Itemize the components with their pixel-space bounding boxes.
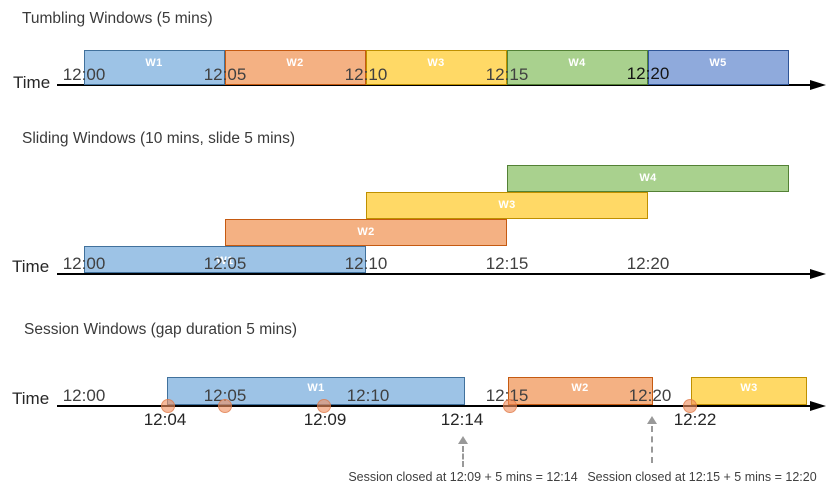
- tumbling-time-label: Time: [13, 73, 51, 92]
- tick-label: 12:00: [62, 65, 106, 84]
- window-label: W4: [639, 172, 657, 184]
- tick-label: 12:05: [203, 65, 247, 84]
- window-label: W3: [498, 199, 516, 211]
- session-timeline: [57, 405, 812, 407]
- tick-label: 12:10: [346, 386, 390, 405]
- window-label: W2: [286, 57, 304, 69]
- tick-label: 12:10: [344, 65, 388, 84]
- tumbling-title: Tumbling Windows (5 mins): [22, 10, 213, 27]
- tick-label: 12:00: [62, 254, 106, 273]
- window-label: W3: [740, 382, 758, 394]
- sliding-title: Sliding Windows (10 mins, slide 5 mins): [22, 130, 296, 147]
- window-label: W3: [427, 57, 445, 69]
- window-label: W1: [145, 57, 163, 69]
- callout-up-arrow-icon: [458, 436, 468, 444]
- tick-label: 12:20: [626, 254, 670, 273]
- tumbling-window-w5: [648, 50, 789, 85]
- tick-label: 12:15: [485, 65, 529, 84]
- event-time-label: 12:09: [303, 410, 347, 429]
- sliding-window-w1: [84, 246, 366, 273]
- tumbling-window-w2: [225, 50, 366, 85]
- callout-up-arrow-icon: [647, 416, 657, 424]
- tick-label: 12:00: [62, 386, 106, 405]
- session-timeline-arrowhead-icon: [810, 401, 826, 411]
- window-label: W4: [568, 57, 586, 69]
- window-label: W2: [357, 226, 375, 238]
- tick-label: 12:15: [485, 254, 529, 273]
- callout-dashed-line: [462, 446, 464, 467]
- window-label: W2: [571, 382, 589, 394]
- tumbling-timeline: [57, 84, 812, 86]
- event-time-label: 12:22: [673, 410, 717, 429]
- tumbling-window-w3: [366, 50, 507, 85]
- tick-label: 12:10: [344, 254, 388, 273]
- event-time-label: 12:14: [440, 410, 484, 429]
- session-title: Session Windows (gap duration 5 mins): [24, 321, 298, 338]
- sliding-timeline-arrowhead-icon: [810, 269, 826, 279]
- window-label: W1: [216, 255, 234, 267]
- window-label: W5: [709, 57, 727, 69]
- window-label: W1: [307, 382, 325, 394]
- session-closed-annotation: Session closed at 12:09 + 5 mins = 12:14: [348, 470, 578, 484]
- event-dot: [161, 399, 175, 413]
- event-dot: [218, 399, 232, 413]
- session-window-w2: [508, 377, 653, 405]
- session-window-w3: [691, 377, 807, 405]
- sliding-window-w4: [507, 165, 789, 192]
- event-dot: [683, 399, 697, 413]
- event-time-label: 12:04: [143, 410, 187, 429]
- tick-label: 12:05: [203, 386, 247, 405]
- tick-label: 12:20: [628, 386, 672, 405]
- session-closed-annotation: Session closed at 12:15 + 5 mins = 12:20: [587, 470, 817, 484]
- tumbling-timeline-arrowhead-icon: [810, 80, 826, 90]
- tick-label: 12:05: [203, 254, 247, 273]
- callout-dashed-line: [651, 426, 653, 463]
- sliding-timeline: [57, 273, 812, 275]
- sliding-window-w3: [366, 192, 648, 219]
- sliding-time-label: Time: [12, 257, 50, 276]
- tick-label: 12:15: [485, 386, 529, 405]
- session-window-w1: [167, 377, 465, 405]
- session-time-label: Time: [12, 389, 50, 408]
- tumbling-window-w4: [507, 50, 648, 85]
- event-dot: [317, 399, 331, 413]
- sliding-window-w2: [225, 219, 507, 246]
- tick-label: 12:20: [626, 64, 670, 83]
- event-dot: [503, 399, 517, 413]
- tumbling-window-w1: [84, 50, 225, 85]
